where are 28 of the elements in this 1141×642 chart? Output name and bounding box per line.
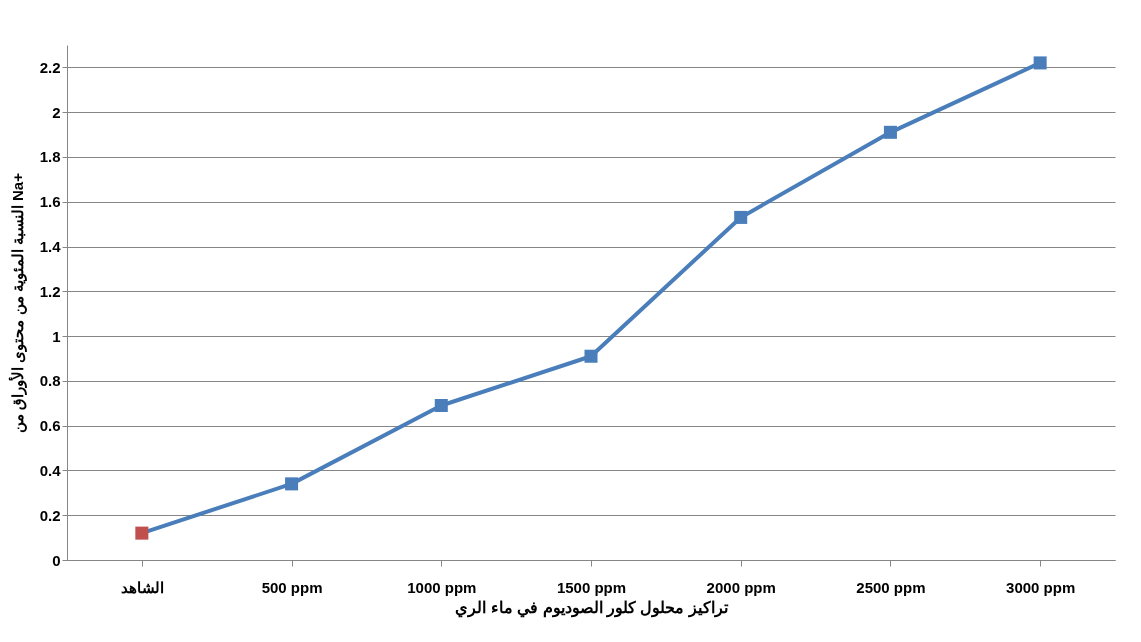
point <box>135 526 149 540</box>
x-tick-label: الشاهد <box>120 578 164 596</box>
y-tick-label: 2.2 <box>39 58 61 76</box>
x-tick-label: 1000 ppm <box>407 578 477 596</box>
point <box>734 210 748 224</box>
point <box>883 125 897 139</box>
y-tick-label: 1.8 <box>39 148 61 166</box>
y-tick-label: 2 <box>52 103 61 121</box>
x-tick-label: 1500 ppm <box>556 578 627 596</box>
point <box>584 349 598 363</box>
point <box>434 398 448 413</box>
point <box>285 477 299 491</box>
x-tick-label: 2500 ppm <box>856 578 926 596</box>
y-tick-label: 1.6 <box>39 193 61 211</box>
point <box>1033 56 1047 70</box>
y-tick-label: 1.4 <box>39 238 62 256</box>
y-tick-label: 1.2 <box>39 282 61 300</box>
y-tick-label: 0 <box>52 551 61 569</box>
y-tick-label: 0.6 <box>39 417 61 435</box>
y-tick-label: 0.8 <box>39 372 61 390</box>
y-tick-label: 1 <box>52 327 61 345</box>
y-tick-label: 0.2 <box>39 506 61 524</box>
y-tick-label: 0.4 <box>39 461 62 479</box>
y-axis-title: النسبة المئوية من محتوى الأوراق من Na+ <box>7 172 27 433</box>
x-tick-label: 3000 ppm <box>1006 578 1076 596</box>
x-tick-label: 2000 ppm <box>706 578 776 596</box>
x-axis-title: تراكيز محلول كلور الصوديوم في ماء الري <box>455 598 729 618</box>
x-tick-label: 500 ppm <box>261 578 323 596</box>
